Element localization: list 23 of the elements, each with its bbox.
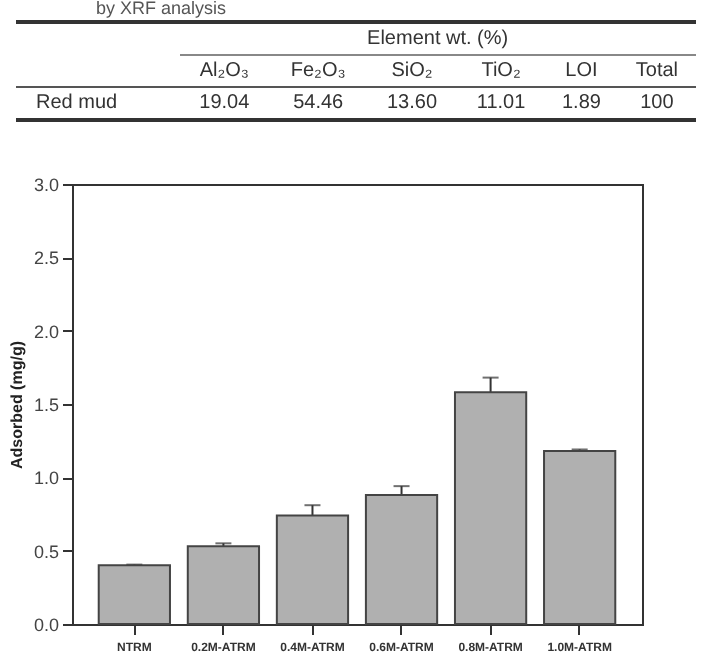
text: by XRF analysis: [96, 0, 229, 20]
category-label: SiO₂: [389, 58, 435, 86]
text: 54.46: [293, 92, 344, 114]
category-label: Total: [633, 58, 681, 86]
text: 100: [640, 92, 674, 114]
y-tick-label: 1.5: [33, 395, 59, 415]
category-label: Red mud: [36, 92, 118, 114]
category-label: TiO₂: [479, 58, 523, 86]
category-label: LOI: [563, 58, 600, 86]
category-label: Al₂O₃: [197, 58, 251, 86]
y-axis-title: Adsorbed (mg/g): [7, 340, 26, 469]
text: 11.01: [476, 92, 526, 114]
category-label: Fe₂O₃: [288, 58, 348, 86]
y-tick-label: 1.0: [33, 468, 59, 489]
y-tick-label: 0.0: [33, 615, 59, 635]
text: Element wt. (%): [179, 22, 696, 55]
text: 1.89: [561, 92, 601, 114]
y-tick-label: 0.5: [33, 541, 59, 562]
text: 19.04: [199, 92, 250, 114]
text: 13.60: [387, 92, 438, 114]
y-tick-label: 3.0: [33, 175, 59, 195]
y-tick-label: 2.5: [33, 248, 59, 269]
y-tick-label: 2.0: [33, 321, 59, 342]
